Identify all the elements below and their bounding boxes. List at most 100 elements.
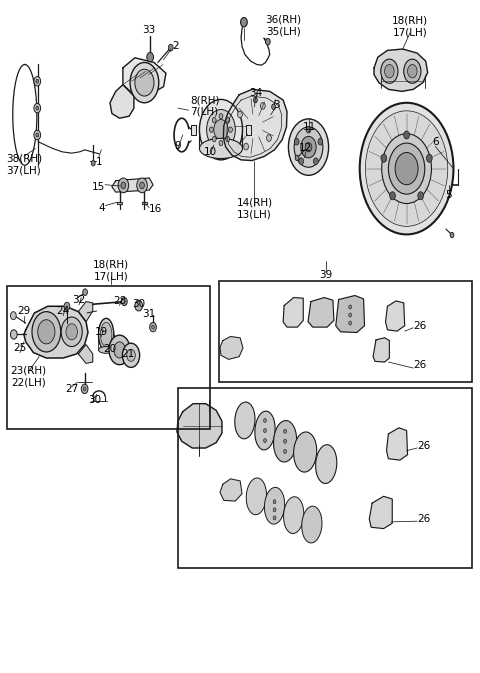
Circle shape (273, 516, 276, 520)
Text: 27: 27 (65, 384, 78, 394)
Polygon shape (112, 178, 153, 192)
Circle shape (34, 131, 41, 140)
Text: 4: 4 (98, 203, 105, 213)
Circle shape (135, 69, 154, 96)
Circle shape (34, 104, 41, 113)
Circle shape (348, 321, 351, 325)
Circle shape (273, 507, 276, 511)
Circle shape (219, 114, 223, 119)
Circle shape (264, 429, 266, 433)
Text: 19: 19 (95, 328, 108, 337)
Circle shape (266, 135, 271, 141)
Circle shape (305, 143, 312, 152)
Text: 3: 3 (273, 100, 280, 110)
Circle shape (226, 118, 229, 123)
Circle shape (264, 419, 266, 423)
Circle shape (244, 143, 249, 150)
Ellipse shape (98, 318, 114, 351)
Text: 32: 32 (72, 295, 85, 306)
Polygon shape (117, 202, 122, 204)
Text: 26: 26 (417, 514, 431, 524)
Text: 21: 21 (121, 349, 134, 359)
Circle shape (140, 182, 144, 188)
Circle shape (238, 111, 242, 118)
Text: 29: 29 (17, 306, 31, 316)
Circle shape (395, 153, 418, 184)
Polygon shape (246, 125, 251, 135)
Circle shape (404, 59, 421, 83)
Circle shape (206, 110, 235, 150)
Circle shape (135, 300, 143, 311)
Circle shape (284, 429, 287, 433)
Text: 24: 24 (57, 306, 70, 316)
Circle shape (360, 103, 454, 234)
Circle shape (64, 302, 70, 310)
Ellipse shape (302, 506, 322, 543)
Circle shape (265, 38, 270, 45)
Bar (7, 286, 210, 429)
Circle shape (61, 317, 82, 347)
Text: 26: 26 (417, 441, 431, 451)
Circle shape (199, 100, 242, 160)
Circle shape (212, 137, 216, 142)
Text: 14(RH)
13(LH): 14(RH) 13(LH) (236, 197, 273, 219)
Circle shape (11, 312, 16, 320)
Text: 5: 5 (445, 190, 452, 201)
Circle shape (130, 63, 159, 103)
Ellipse shape (255, 411, 275, 450)
Circle shape (306, 127, 311, 133)
Text: 30: 30 (132, 299, 145, 309)
Circle shape (261, 102, 265, 109)
Circle shape (348, 305, 351, 309)
Circle shape (381, 59, 398, 83)
Circle shape (109, 335, 130, 365)
Ellipse shape (98, 347, 114, 353)
Circle shape (118, 178, 129, 192)
Bar (178, 388, 472, 568)
Polygon shape (192, 125, 196, 135)
Circle shape (294, 127, 323, 168)
Text: 8(RH)
7(LH): 8(RH) 7(LH) (190, 96, 219, 117)
Ellipse shape (294, 432, 317, 472)
Text: 6: 6 (432, 137, 439, 147)
Circle shape (83, 289, 87, 295)
Text: 23(RH)
22(LH): 23(RH) 22(LH) (11, 366, 47, 388)
Circle shape (212, 118, 216, 123)
Polygon shape (24, 306, 88, 358)
Text: 15: 15 (92, 182, 105, 192)
Text: 16: 16 (149, 204, 162, 214)
Circle shape (83, 387, 86, 391)
Text: 10: 10 (204, 147, 217, 157)
Circle shape (294, 139, 299, 145)
Circle shape (240, 17, 247, 27)
Circle shape (253, 98, 257, 103)
Polygon shape (385, 301, 405, 331)
Text: 34: 34 (249, 88, 262, 98)
Circle shape (32, 312, 60, 352)
Circle shape (127, 349, 135, 361)
Ellipse shape (235, 402, 255, 439)
Circle shape (299, 158, 303, 165)
Circle shape (137, 178, 147, 192)
Circle shape (284, 439, 287, 444)
Polygon shape (78, 302, 93, 322)
Circle shape (226, 137, 229, 142)
Circle shape (288, 119, 329, 175)
Text: 9: 9 (175, 141, 181, 151)
Polygon shape (78, 345, 93, 363)
Circle shape (390, 192, 396, 200)
Circle shape (450, 232, 454, 238)
Text: 39: 39 (320, 270, 333, 280)
Circle shape (404, 131, 409, 139)
Text: 36(RH)
35(LH): 36(RH) 35(LH) (265, 15, 301, 36)
Bar (218, 281, 472, 382)
Circle shape (38, 320, 55, 344)
Circle shape (384, 65, 394, 78)
Text: 11: 11 (303, 122, 316, 132)
Text: 38(RH)
37(LH): 38(RH) 37(LH) (6, 153, 42, 176)
Text: 31: 31 (143, 309, 156, 318)
Circle shape (150, 322, 156, 332)
Circle shape (36, 79, 39, 83)
Text: 30: 30 (88, 394, 101, 404)
Text: 1: 1 (96, 157, 102, 167)
